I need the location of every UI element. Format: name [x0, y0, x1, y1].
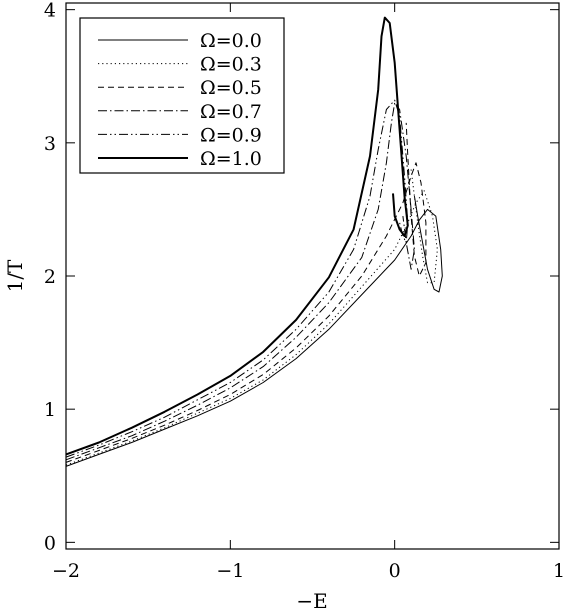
series-line-0 — [65, 196, 443, 467]
legend: Ω=0.0Ω=0.3Ω=0.5Ω=0.7Ω=0.9Ω=1.0 — [79, 17, 285, 174]
y-axis-label: 1/T — [3, 259, 27, 292]
legend-label-2: Ω=0.5 — [200, 77, 262, 99]
tick-layer: −2 −1 0 1 0 1 2 3 4 — [44, 0, 565, 582]
x-tick-label: −1 — [216, 560, 244, 582]
y-tick-label: 3 — [44, 133, 56, 155]
series-line-1 — [65, 169, 438, 466]
x-tick-label: 1 — [553, 560, 565, 582]
y-tick-label: 2 — [44, 266, 56, 288]
series-line-2 — [65, 122, 427, 463]
x-axis-label: −E — [296, 589, 327, 612]
legend-label-1: Ω=0.3 — [200, 54, 262, 76]
y-tick-label: 1 — [44, 399, 56, 421]
legend-label-3: Ω=0.7 — [200, 101, 262, 123]
series-layer — [65, 16, 443, 467]
series-line-3 — [65, 102, 415, 461]
y-tick-label: 4 — [44, 0, 56, 22]
y-tick-label: 0 — [44, 532, 56, 554]
x-tick-label: −2 — [52, 560, 80, 582]
legend-label-4: Ω=0.9 — [200, 124, 262, 146]
legend-box — [79, 17, 285, 174]
legend-label-0: Ω=0.0 — [200, 30, 262, 52]
legend-label-5: Ω=1.0 — [200, 148, 262, 170]
x-tick-label: 0 — [389, 560, 401, 582]
series-line-5 — [65, 16, 409, 456]
